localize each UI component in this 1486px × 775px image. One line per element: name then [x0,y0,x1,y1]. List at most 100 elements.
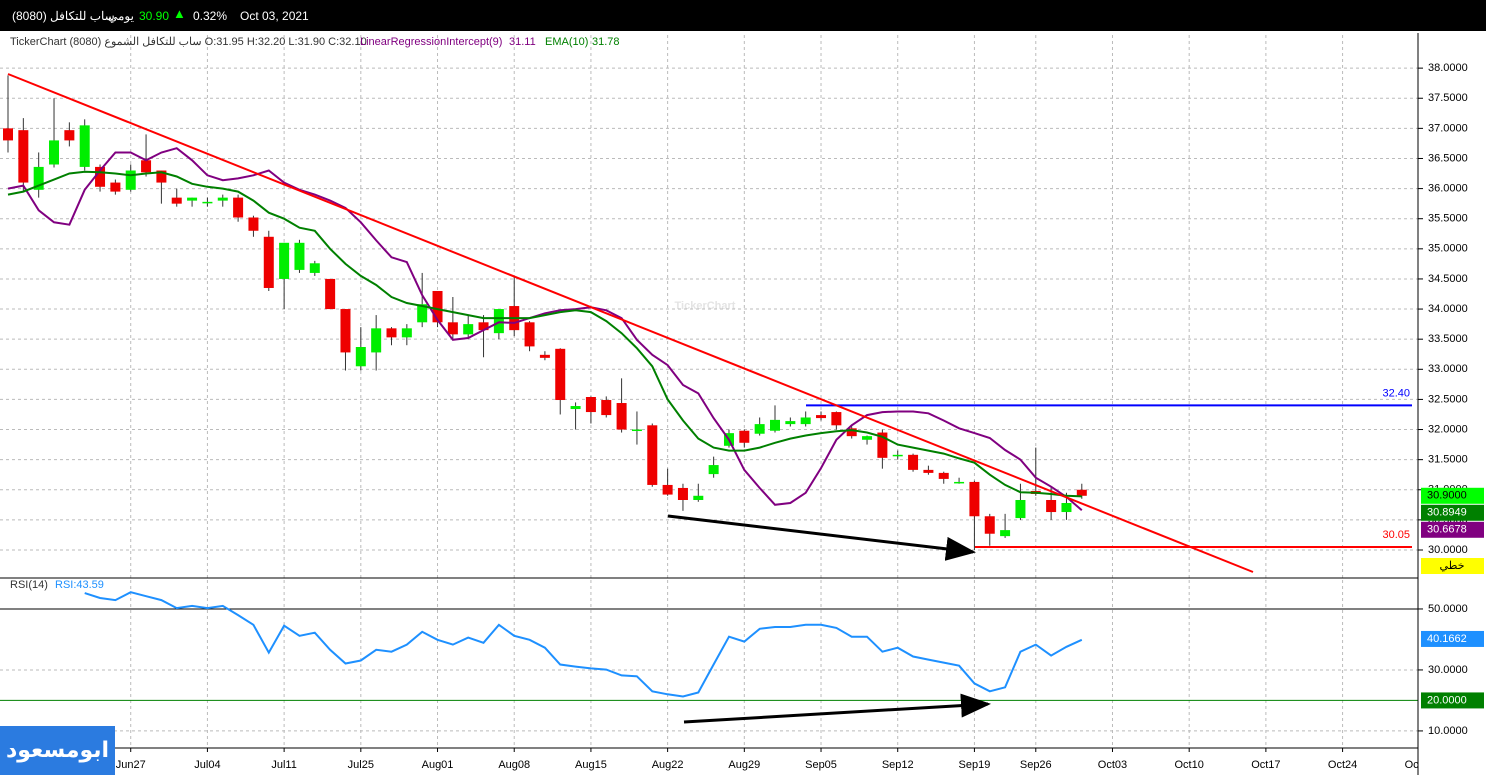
candle-body [463,324,474,335]
candle-body [478,322,489,331]
y-tick-label: 36.5000 [1428,152,1468,164]
level-label: 30.05 [1382,529,1410,541]
candle-body [908,454,919,470]
candle-body [371,328,382,353]
candle-body [64,130,75,141]
candle-body [386,328,397,338]
arrow [667,514,976,561]
candle-body [447,322,458,335]
candle-body [677,487,688,500]
candle-body [3,128,13,141]
last-price: 30.90 [139,9,170,23]
y-tick-label: 34.0000 [1428,303,1468,315]
y-tick-label: 34.5000 [1428,273,1468,285]
x-tick-label: Jul04 [194,759,220,771]
x-tick-label: Aug22 [652,759,684,771]
price-tag [1421,487,1484,504]
candle-body [125,170,136,190]
candle-body [340,309,351,353]
candle-body [432,290,443,323]
y-tick-label: 37.0000 [1428,122,1468,134]
candle-body [570,406,581,410]
price-tag-label: 40.1662 [1427,633,1467,645]
y-tick-label: 33.0000 [1428,363,1468,375]
x-tick-label: Jul25 [348,759,374,771]
candle-body [647,425,658,485]
scale-mode[interactable]: خطي [1440,560,1465,572]
candle-body [816,415,827,419]
legend-name: EMA(10) [545,36,588,48]
candle-body [539,354,550,358]
rsi-title: RSI(14) [10,579,48,591]
background [0,31,1486,775]
x-tick-label: Oct03 [1098,759,1127,771]
candle-body [1076,489,1087,496]
candle-body [708,465,719,475]
price-tag [1421,521,1484,538]
period: يومي [108,9,134,23]
candle-body [616,403,627,430]
candle-body [601,400,612,416]
candle-body [401,328,412,338]
candle-body [923,469,934,473]
x-tick-label: Aug15 [575,759,607,771]
price-tag-label: 20.0000 [1427,694,1467,706]
y-tick-label: 50.0000 [1428,603,1468,615]
y-tick-label: 35.0000 [1428,243,1468,255]
candle-body [33,166,44,190]
candle-body [785,421,796,425]
candle-body [95,166,106,187]
chart: TickerChart Jun27 Jul04 Jul11 Jul25 Aug01 Aug… [0,31,1486,775]
candle-body [954,481,965,484]
candle-body [800,417,811,425]
x-tick-label: Jun27 [116,759,146,771]
candle-body [156,170,167,183]
chart-title: TickerChart ساب للتكافل الشموع (8080) O:… [10,36,367,48]
candle-body [233,197,244,218]
scale-mode-button[interactable] [1421,558,1484,574]
candle-body [831,412,842,426]
price-tag-label: 30.8949 [1427,507,1467,519]
x-tick-label: Oct24 [1328,759,1357,771]
watermark: TickerChart [675,300,736,312]
candle-body [1015,499,1026,519]
candle-body [49,140,60,165]
candle-body [938,472,949,479]
candle-body [309,263,320,273]
x-tick-label: Jul11 [271,759,296,771]
change: 0.32% [193,9,228,23]
series-line [7,147,1083,511]
x-tick-label: Sep26 [1020,759,1052,771]
candle-body [279,242,290,279]
candle-body [555,348,566,401]
x-tick-label: Aug01 [422,759,454,771]
price-tag [1421,630,1484,647]
date: Oct 03, 2021 [240,9,309,23]
x-tick-label: Oct17 [1251,759,1280,771]
candle-body [1000,530,1011,537]
y-tick-label: 31.5000 [1428,454,1468,466]
candle-body [417,304,428,323]
candle-body [110,182,121,192]
y-tick-label: 37.5000 [1428,92,1468,104]
candle-body [585,397,596,413]
legend-name: LinearRegressionIntercept(9) [360,36,502,48]
x-tick-label: Oct10 [1175,759,1204,771]
y-tick-label: 35.5000 [1428,213,1468,225]
trend-line [7,73,1254,573]
candle-body [187,197,198,201]
candle-body [862,436,873,440]
y-tick-label: 33.5000 [1428,333,1468,345]
y-tick-label: 36.0000 [1428,183,1468,195]
symbol: ساب للتكافل (8080) [12,9,115,23]
signature: ابومسعود [0,726,115,775]
candle-body [524,322,535,347]
candle-body [631,429,642,432]
candle-body [493,309,504,334]
candle-body [770,419,780,431]
header-bar: ساب للتكافل (8080) يومي 30.90 ▲ 0.32% Oc… [0,0,1486,31]
y-tick-label: 32.0000 [1428,423,1468,435]
x-tick-label: Sep19 [959,759,991,771]
level-label: 32.40 [1382,387,1410,399]
x-tick-label: Aug08 [498,759,530,771]
